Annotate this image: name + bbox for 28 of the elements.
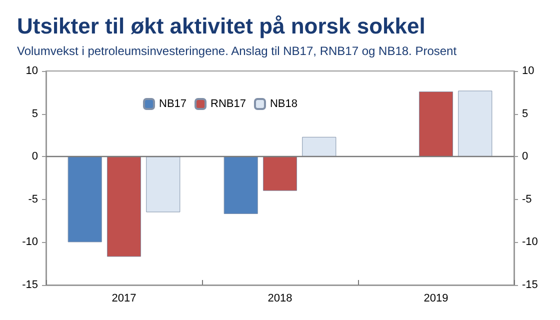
y-tick-label: 5 — [32, 108, 38, 120]
bar — [458, 90, 492, 157]
chart-title: Utsikter til økt aktivitet på norsk sokkel — [17, 14, 426, 38]
bar — [418, 92, 454, 157]
y-tick-label: 0 — [32, 150, 38, 163]
bar — [106, 156, 142, 257]
y2-tick-label: -15 — [522, 279, 538, 291]
x-tick-label: 2019 — [424, 292, 448, 304]
y-tick-label: -15 — [22, 279, 38, 291]
bar — [146, 156, 180, 212]
y2-tick-label: 10 — [522, 65, 534, 77]
y2-tick-label: 5 — [522, 108, 528, 120]
y-tick-label: -10 — [22, 236, 38, 248]
legend-label: NB18 — [270, 98, 298, 110]
x-tick-label: 2017 — [112, 292, 136, 304]
x-tick-label: 2018 — [268, 292, 292, 304]
y2-tick-label: 0 — [522, 150, 528, 163]
y-tick-label: -5 — [28, 193, 38, 206]
bar — [224, 156, 258, 214]
bar — [68, 156, 102, 242]
bar — [302, 136, 336, 157]
legend-label: NB17 — [159, 98, 187, 110]
y2-tick-label: -5 — [522, 193, 532, 206]
legend-label: RNB17 — [210, 98, 246, 110]
chart-subtitle: Volumvekst i petroleumsinvesteringene. Anslag til NB17, RNB17 og NB18. Prosent — [17, 44, 458, 58]
y2-tick-label: -10 — [522, 236, 538, 248]
bar — [262, 156, 298, 191]
y-tick-label: 10 — [26, 65, 38, 77]
